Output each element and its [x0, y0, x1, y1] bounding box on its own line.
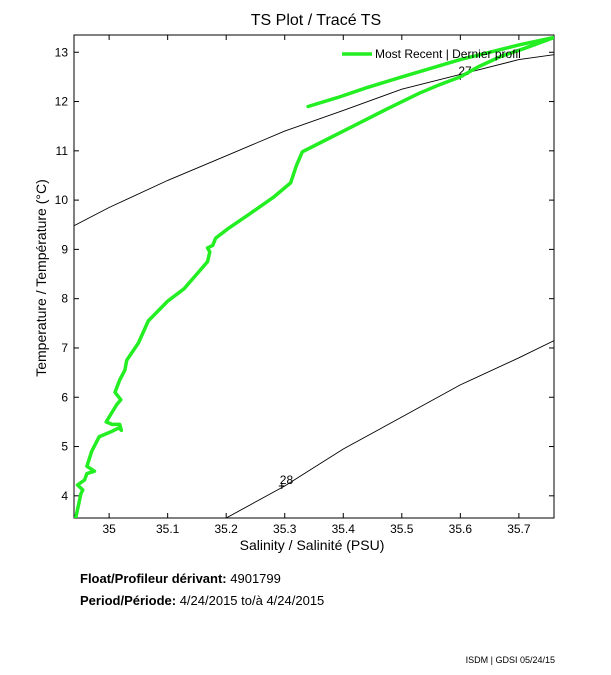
legend-label: Most Recent | Dernier profil — [375, 47, 521, 61]
isopycnal-28 — [225, 340, 554, 518]
y-tick-label: 11 — [56, 144, 69, 158]
data-series — [74, 35, 554, 518]
y-tick-label: 9 — [61, 242, 68, 256]
y-tick-label: 13 — [55, 45, 69, 59]
float-info: Float/Profileur dérivant: 4901799 — [80, 571, 281, 586]
x-tick-label: 35.7 — [507, 522, 531, 536]
legend: Most Recent | Dernier profil — [342, 47, 521, 61]
y-tick-label: 5 — [61, 440, 68, 454]
x-axis-label: Salinity / Salinité (PSU) — [240, 537, 385, 553]
y-tick-label: 10 — [55, 193, 69, 207]
y-tick-label: 4 — [61, 489, 68, 503]
period-label: Period/Période: — [80, 593, 177, 608]
series-line-0 — [74, 35, 554, 518]
y-axis-label: Temperature / Température (°C) — [33, 179, 49, 377]
float-label: Float/Profileur dérivant: — [80, 571, 227, 586]
period-value: 4/24/2015 to/à 4/24/2015 — [179, 593, 325, 608]
y-tick-label: 8 — [61, 292, 68, 306]
axes: 35 35.1 35.2 35.3 35.4 35.5 35.6 35.7 4 5 6 7 8 9 10 11… — [55, 34, 555, 536]
isopycnal-label-28: 28 — [280, 473, 294, 487]
float-value: 4901799 — [230, 571, 281, 586]
x-tick-label: 35.6 — [449, 522, 473, 536]
y-tick-label: 12 — [55, 95, 69, 109]
x-tick-label: 35.1 — [156, 522, 180, 536]
plot-frame — [73, 34, 555, 519]
x-tick-label: 35 — [102, 522, 116, 536]
x-tick-label: 35.3 — [273, 522, 297, 536]
period-info: Period/Période: 4/24/2015 to/à 4/24/2015 — [80, 593, 324, 608]
y-tick-label: 6 — [61, 390, 68, 404]
x-tick-label: 35.4 — [332, 522, 356, 536]
ts-plot: TS Plot / Tracé TS 35 35.1 35.2 35.3 35.4 35.… — [33, 12, 555, 553]
footer-credit: ISDM | GDSI 05/24/15 — [465, 655, 555, 665]
chart-title: TS Plot / Tracé TS — [251, 12, 381, 29]
x-tick-label: 35.5 — [390, 522, 414, 536]
isopycnal-27 — [74, 54, 554, 227]
y-tick-label: 7 — [61, 341, 68, 355]
x-tick-label: 35.2 — [215, 522, 239, 536]
